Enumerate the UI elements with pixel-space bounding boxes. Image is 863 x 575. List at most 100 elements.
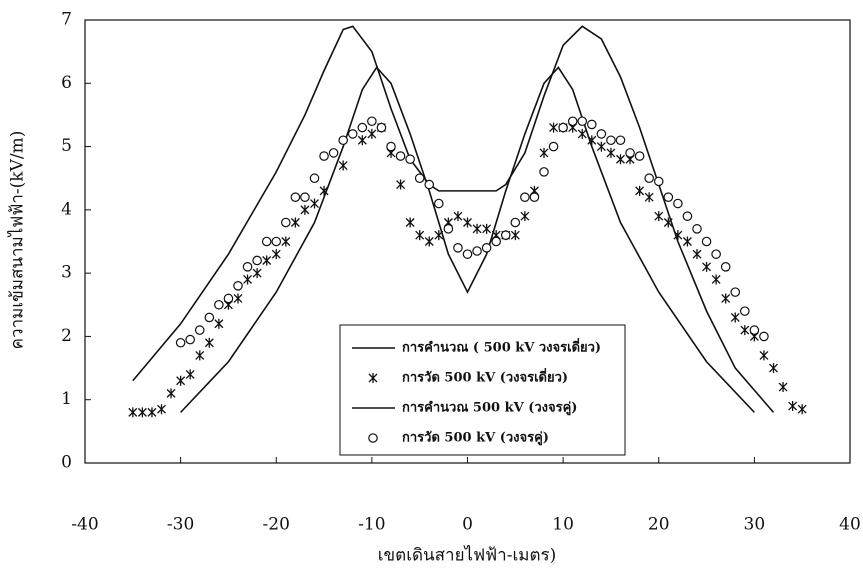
x-marker xyxy=(357,135,367,146)
x-marker xyxy=(233,293,243,304)
x-tick-label: -40 xyxy=(71,515,98,535)
x-marker xyxy=(262,255,272,266)
legend-swatch xyxy=(368,373,378,383)
legend: การคำนวณ ( 500 kV วงจรเดี่ยว) การวัด 500 … xyxy=(352,338,601,446)
x-tick-label: -10 xyxy=(358,515,385,535)
x-marker xyxy=(740,325,750,336)
x-marker xyxy=(424,236,434,247)
x-marker xyxy=(415,230,425,241)
x-marker xyxy=(577,128,587,139)
circle-marker xyxy=(510,217,521,228)
x-marker xyxy=(663,217,673,228)
circle-marker xyxy=(520,192,530,202)
x-marker xyxy=(654,211,664,222)
x-marker xyxy=(453,211,463,222)
x-marker xyxy=(759,350,769,361)
y-tick-label: 2 xyxy=(61,326,72,346)
circle-marker xyxy=(338,135,348,146)
x-marker xyxy=(616,154,625,165)
circle-marker xyxy=(386,141,396,152)
circle-marker xyxy=(472,246,482,256)
legend-label: การวัด 500 kV (วงจรคู่) xyxy=(402,431,549,446)
circle-marker xyxy=(558,122,568,133)
x-marker xyxy=(702,261,712,272)
circle-marker xyxy=(204,312,215,323)
x-marker xyxy=(635,185,645,196)
circle-marker xyxy=(730,287,741,297)
x-marker xyxy=(596,141,606,152)
circle-marker xyxy=(443,224,454,234)
circle-marker xyxy=(290,192,301,202)
x-tick-label: -20 xyxy=(263,515,290,535)
circle-marker xyxy=(644,173,654,184)
circle-marker xyxy=(405,154,415,165)
circle-marker xyxy=(634,151,645,161)
y-tick-label: 3 xyxy=(61,263,72,283)
x-marker xyxy=(300,204,310,215)
circle-marker xyxy=(720,262,731,272)
y-tick-label: 1 xyxy=(61,389,72,409)
x-tick-label: 0 xyxy=(462,515,473,535)
circle-marker xyxy=(462,249,473,259)
x-marker xyxy=(721,293,731,304)
circle-marker xyxy=(701,236,712,247)
circle-marker xyxy=(175,337,186,348)
x-marker xyxy=(769,363,778,374)
x-marker xyxy=(482,223,492,234)
circle-marker xyxy=(491,236,501,247)
y-tick-label: 5 xyxy=(61,136,72,156)
x-marker xyxy=(176,375,186,386)
x-marker xyxy=(510,230,520,241)
circle-marker xyxy=(319,151,329,161)
x-marker xyxy=(778,382,788,393)
x-marker xyxy=(204,337,214,348)
circle-marker xyxy=(376,122,387,133)
x-marker xyxy=(243,274,253,285)
circle-marker xyxy=(711,249,721,259)
y-tick-label: 0 xyxy=(61,453,72,473)
circle-marker xyxy=(625,148,635,158)
legend-swatch xyxy=(368,433,378,443)
x-marker xyxy=(549,122,559,133)
y-tick-label: 4 xyxy=(61,199,72,219)
circle-marker xyxy=(185,334,195,345)
x-marker xyxy=(396,179,406,190)
x-marker xyxy=(730,312,740,323)
circle-marker xyxy=(692,224,702,234)
x-marker xyxy=(788,401,798,412)
x-marker xyxy=(252,268,262,279)
x-marker xyxy=(539,147,549,158)
x-marker xyxy=(692,249,702,260)
x-marker xyxy=(711,274,721,285)
x-marker xyxy=(137,407,147,418)
circle-marker xyxy=(271,236,282,247)
circle-marker xyxy=(194,325,205,335)
circle-marker xyxy=(281,217,291,228)
circle-marker xyxy=(577,116,588,127)
y-tick-label: 6 xyxy=(61,73,72,93)
circle-marker xyxy=(261,236,272,247)
legend-label: การคำนวณ 500 kV (วงจรคู่) xyxy=(402,400,577,416)
x-marker xyxy=(797,404,807,415)
circle-marker xyxy=(596,129,607,139)
x-marker xyxy=(214,318,224,329)
circle-marker xyxy=(223,293,234,304)
circle-marker xyxy=(749,325,760,335)
x-marker xyxy=(463,217,472,228)
circle-marker xyxy=(309,173,320,184)
circle-marker xyxy=(414,173,425,184)
x-marker xyxy=(367,128,377,139)
circle-marker xyxy=(606,135,616,146)
circle-marker xyxy=(759,331,769,342)
circle-marker xyxy=(740,306,750,316)
circle-marker xyxy=(233,280,243,291)
circle-marker xyxy=(424,179,435,190)
x-marker xyxy=(405,217,415,228)
circle-marker xyxy=(328,148,339,158)
x-marker xyxy=(147,407,157,418)
x-marker xyxy=(673,230,683,241)
x-marker xyxy=(338,160,348,171)
legend-label: การคำนวณ ( 500 kV วงจรเดี่ยว) xyxy=(402,338,601,356)
circle-marker xyxy=(252,255,262,266)
